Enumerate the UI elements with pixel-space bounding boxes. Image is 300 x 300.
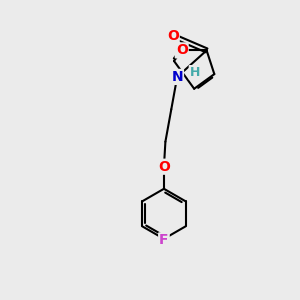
Text: H: H bbox=[190, 66, 200, 79]
Text: O: O bbox=[176, 44, 188, 57]
Text: O: O bbox=[158, 160, 170, 174]
Text: O: O bbox=[167, 29, 179, 43]
Text: F: F bbox=[159, 233, 169, 247]
Text: N: N bbox=[171, 70, 183, 84]
